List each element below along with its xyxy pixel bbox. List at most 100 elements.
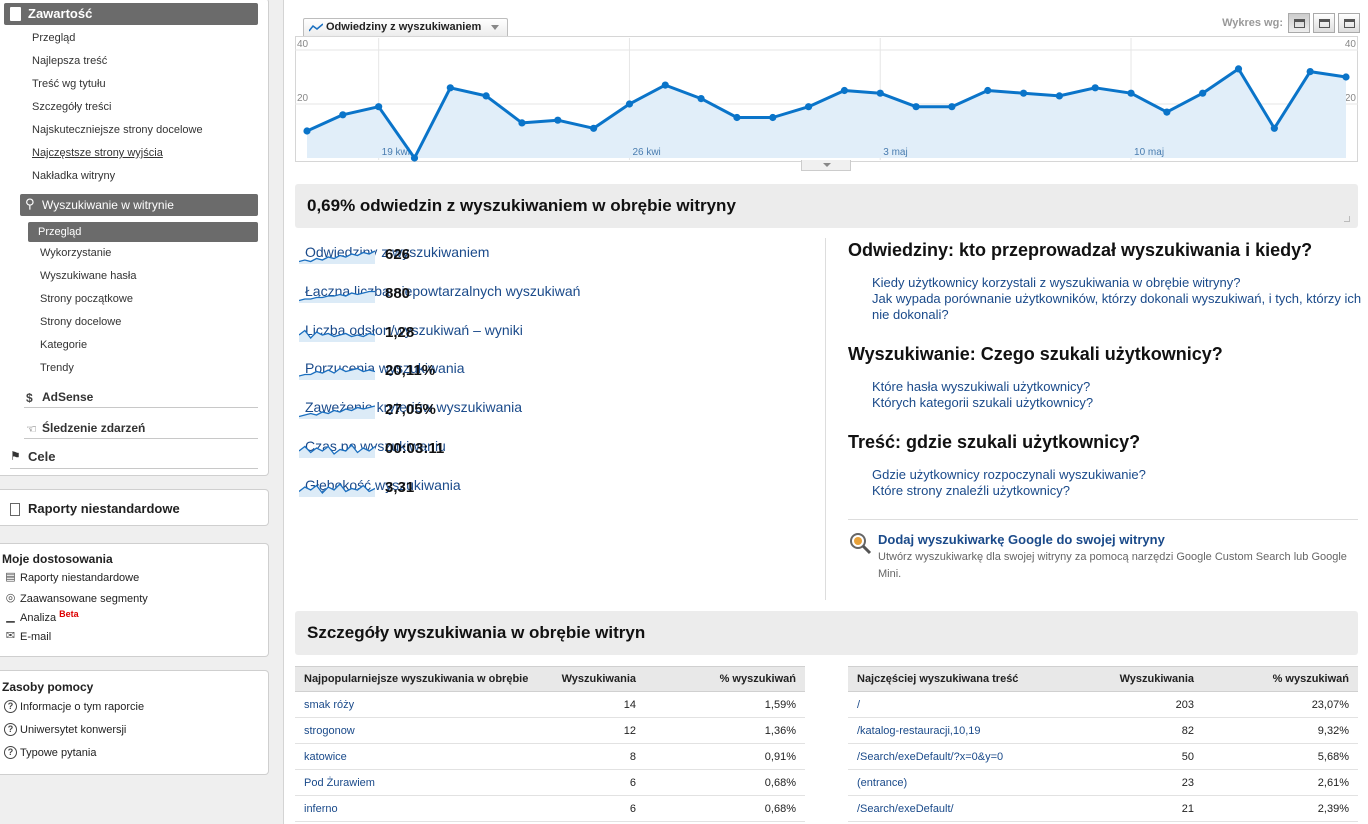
chart-point[interactable]: [948, 103, 956, 111]
nav-search-terms[interactable]: Wyszukiwane hasła: [40, 270, 137, 282]
nav-content-by-title[interactable]: Treść wg tytułu: [32, 78, 106, 90]
chart-point[interactable]: [661, 81, 669, 89]
custom-reports-panel[interactable]: Raporty niestandardowe: [0, 489, 269, 526]
row-percent: 5,68%: [1203, 743, 1358, 770]
link-conversion-university[interactable]: ? Uniwersytet konwersji: [4, 723, 126, 736]
table-row: (entrance) 23 2,61%: [848, 769, 1358, 796]
row-link[interactable]: Pod Żurawiem: [295, 769, 550, 796]
nav-search-overview[interactable]: Przegląd: [28, 222, 258, 242]
link-custom-reports[interactable]: ▤ Raporty niestandardowe: [4, 571, 139, 584]
chart-point[interactable]: [1306, 68, 1314, 76]
row-link[interactable]: katowice: [295, 743, 550, 770]
chart-point[interactable]: [1342, 73, 1350, 81]
chart-point[interactable]: [1091, 84, 1099, 92]
chart-point[interactable]: [518, 119, 526, 127]
link-search-categories[interactable]: Których kategorii szukali użytkownicy?: [872, 395, 1094, 410]
row-link[interactable]: /Search/exeDefault/: [848, 795, 1093, 822]
view-by-day-button[interactable]: [1288, 13, 1310, 33]
y-tick-label: 40: [1345, 39, 1357, 50]
chart-point[interactable]: [984, 86, 992, 95]
chart-point[interactable]: [339, 111, 347, 119]
main-content: Odwiedziny z wyszukiwaniem Wykres wg: 40…: [295, 0, 1368, 824]
col-header-percent[interactable]: % wyszukiwań: [645, 666, 805, 692]
nav-search-usage[interactable]: Wykorzystanie: [40, 247, 112, 259]
link-analysis[interactable]: ▁ Analiza Beta: [4, 609, 78, 624]
chart-point[interactable]: [1163, 108, 1171, 116]
view-by-month-button[interactable]: [1338, 13, 1360, 33]
nav-content-detail[interactable]: Szczegóły treści: [32, 101, 112, 113]
chart-point[interactable]: [375, 103, 383, 111]
sparkline: [299, 405, 375, 420]
document-icon: [10, 503, 20, 516]
section-adsense[interactable]: $ AdSense: [24, 388, 258, 408]
chart-point[interactable]: [1055, 92, 1063, 100]
nav-categories[interactable]: Kategorie: [40, 339, 88, 351]
graph-metric-selector[interactable]: Odwiedziny z wyszukiwaniem: [303, 18, 509, 36]
row-link[interactable]: inferno: [295, 795, 550, 822]
chart-point[interactable]: [482, 92, 490, 100]
row-link[interactable]: /katalog-restauracji,10,19: [848, 717, 1093, 744]
chart-point[interactable]: [590, 124, 598, 132]
week-view-icon: [1319, 19, 1330, 28]
chart-point[interactable]: [1199, 89, 1207, 97]
nav-top-exit-pages[interactable]: Najczęstsze strony wyjścia: [32, 147, 163, 159]
chart-point[interactable]: [446, 84, 454, 92]
nav-content-overview[interactable]: Przegląd: [32, 32, 76, 44]
section-site-search[interactable]: ⚲ Wyszukiwanie w witrynie: [20, 194, 258, 216]
chart-point[interactable]: [1234, 65, 1243, 73]
col-header-searches[interactable]: Wyszukiwania: [1093, 666, 1203, 692]
link-when-used-search[interactable]: Kiedy użytkownicy korzystali z wyszukiwa…: [872, 275, 1241, 290]
chart-point[interactable]: [1270, 124, 1278, 132]
view-by-week-button[interactable]: [1313, 13, 1335, 33]
chart-point[interactable]: [912, 103, 920, 111]
row-link[interactable]: strogonow: [295, 717, 550, 744]
link-about-report[interactable]: ? Informacje o tym raporcie: [4, 700, 144, 713]
row-link[interactable]: /: [848, 691, 1093, 718]
section-content[interactable]: Zawartość: [4, 3, 258, 25]
nav-trends[interactable]: Trendy: [40, 362, 74, 374]
link-advanced-segments[interactable]: ◎ Zaawansowane segmenty: [4, 592, 148, 605]
table-row: /Search/exeDefault/21 2,39%: [848, 795, 1358, 822]
col-header-search[interactable]: Najpopularniejsze wyszukiwania w obrębie: [295, 666, 550, 692]
section-goals[interactable]: ⚑ Cele: [10, 449, 258, 469]
row-link[interactable]: smak róży: [295, 691, 550, 718]
nav-top-landing-pages[interactable]: Najskuteczniejsze strony docelowe: [32, 124, 203, 136]
link-add-google-search[interactable]: Dodaj wyszukiwarkę Google do swojej witr…: [878, 532, 1165, 547]
link-search-terms[interactable]: Które hasła wyszukiwali użytkownicy?: [872, 379, 1091, 394]
section-event-tracking[interactable]: ☜ Śledzenie zdarzeń: [24, 419, 258, 439]
row-link[interactable]: /Search/exeDefault/?x=0&y=0: [848, 743, 1093, 770]
my-customizations-title: Moje dostosowania: [2, 552, 113, 566]
link-start-search[interactable]: Gdzie użytkownicy rozpoczynali wyszukiwa…: [872, 467, 1146, 482]
link-common-questions[interactable]: ? Typowe pytania: [4, 746, 96, 759]
chart-point[interactable]: [410, 154, 419, 162]
nav-site-overlay[interactable]: Nakładka witryny: [32, 170, 116, 182]
chart-point[interactable]: [733, 113, 741, 122]
chart-point[interactable]: [769, 113, 777, 122]
chart-point[interactable]: [625, 100, 634, 108]
link-found-pages[interactable]: Które strony znaleźli użytkownicy?: [872, 483, 1070, 498]
nav-top-content[interactable]: Najlepsza treść: [32, 55, 108, 67]
link-email[interactable]: ✉ E-mail: [4, 630, 51, 643]
link-compare-searchers[interactable]: Jak wypada porównanie użytkowników, któr…: [872, 291, 1362, 322]
graph-expander-handle[interactable]: [801, 160, 851, 171]
row-searches: 82: [1093, 717, 1203, 744]
chart-point[interactable]: [554, 116, 562, 124]
table-row: Pod Żurawiem 6 0,68%: [295, 769, 805, 796]
col-header-content[interactable]: Najczęściej wyszukiwana treść: [848, 666, 1093, 692]
chart-point[interactable]: [876, 89, 884, 97]
nav-start-pages[interactable]: Strony początkowe: [40, 293, 133, 305]
graph-view-label: Wykres wg:: [1222, 17, 1283, 29]
col-header-searches[interactable]: Wyszukiwania: [550, 666, 645, 692]
col-header-percent[interactable]: % wyszukiwań: [1203, 666, 1358, 692]
row-link[interactable]: (entrance): [848, 769, 1093, 796]
chart-point[interactable]: [1127, 89, 1135, 97]
chart-point[interactable]: [804, 103, 813, 111]
chart-point[interactable]: [303, 127, 311, 135]
chart-point[interactable]: [697, 95, 705, 103]
metric-row: 1,28 Liczba odsłon/wyszukiwań – wyniki: [299, 322, 523, 344]
metric-link[interactable]: Liczba odsłon/wyszukiwań – wyniki: [305, 321, 523, 338]
row-percent: 9,32%: [1203, 717, 1358, 744]
nav-destination-pages[interactable]: Strony docelowe: [40, 316, 122, 328]
chart-point[interactable]: [1019, 89, 1028, 97]
chart-point[interactable]: [840, 86, 849, 95]
